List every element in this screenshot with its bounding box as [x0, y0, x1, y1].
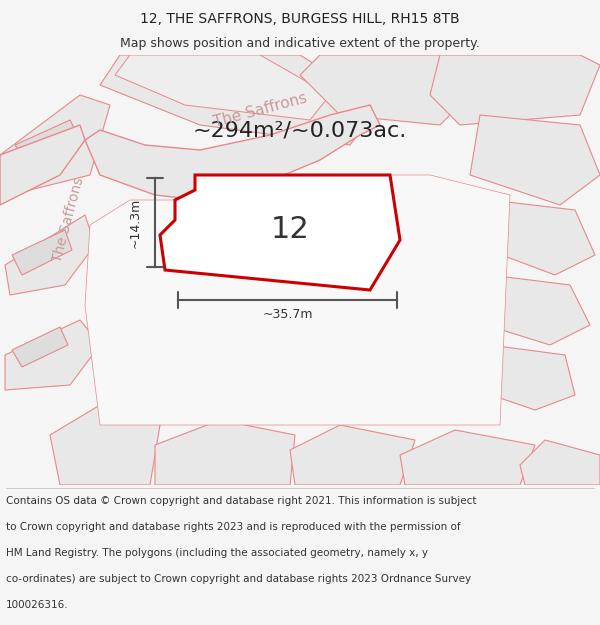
Polygon shape [50, 405, 160, 485]
Polygon shape [12, 327, 68, 367]
Polygon shape [300, 55, 480, 125]
Polygon shape [400, 430, 535, 485]
Polygon shape [290, 425, 415, 485]
Polygon shape [470, 115, 600, 205]
Polygon shape [5, 320, 100, 390]
Polygon shape [12, 230, 72, 275]
Polygon shape [85, 175, 510, 425]
Polygon shape [100, 55, 380, 145]
Polygon shape [160, 175, 400, 290]
Text: to Crown copyright and database rights 2023 and is reproduced with the permissio: to Crown copyright and database rights 2… [6, 522, 461, 532]
Text: Map shows position and indicative extent of the property.: Map shows position and indicative extent… [120, 38, 480, 51]
Polygon shape [462, 345, 575, 410]
Polygon shape [115, 55, 330, 120]
Text: ~14.3m: ~14.3m [128, 198, 142, 248]
Polygon shape [85, 105, 380, 200]
Text: 100026316.: 100026316. [6, 600, 68, 610]
Polygon shape [430, 55, 600, 125]
Polygon shape [5, 215, 95, 295]
Text: Contains OS data © Crown copyright and database right 2021. This information is : Contains OS data © Crown copyright and d… [6, 496, 476, 506]
Text: 12, THE SAFFRONS, BURGESS HILL, RH15 8TB: 12, THE SAFFRONS, BURGESS HILL, RH15 8TB [140, 12, 460, 26]
Polygon shape [0, 125, 85, 205]
Polygon shape [520, 440, 600, 485]
Polygon shape [155, 420, 295, 485]
Polygon shape [0, 95, 110, 195]
Text: ~294m²/~0.073ac.: ~294m²/~0.073ac. [193, 120, 407, 140]
Polygon shape [475, 200, 595, 275]
Text: ~35.7m: ~35.7m [262, 309, 313, 321]
Text: 12: 12 [271, 216, 310, 244]
Text: The Saffrons: The Saffrons [212, 90, 308, 130]
Text: co-ordinates) are subject to Crown copyright and database rights 2023 Ordnance S: co-ordinates) are subject to Crown copyr… [6, 574, 471, 584]
Text: HM Land Registry. The polygons (including the associated geometry, namely x, y: HM Land Registry. The polygons (includin… [6, 548, 428, 558]
Polygon shape [15, 120, 80, 165]
Polygon shape [470, 275, 590, 345]
Text: The Saffrons: The Saffrons [50, 176, 86, 264]
